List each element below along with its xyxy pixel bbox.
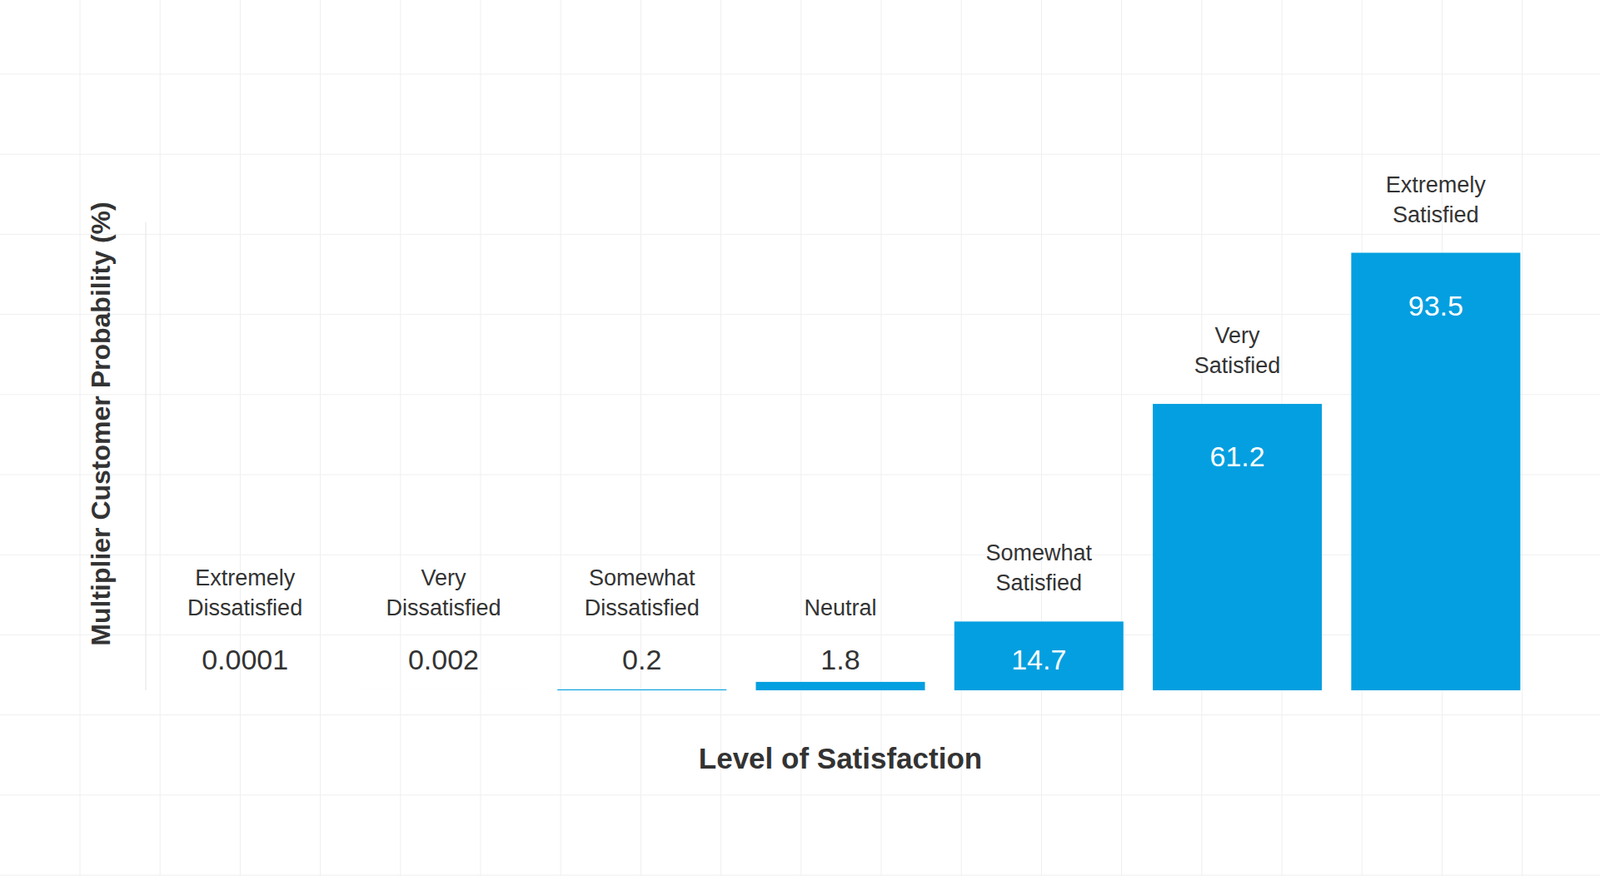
data-label: 1.8: [820, 643, 860, 676]
background-line: [480, 0, 482, 876]
background-line: [0, 875, 1600, 876]
bar: [358, 689, 529, 691]
category-label: Very Dissatisfied: [385, 565, 501, 621]
background-line: [79, 0, 81, 876]
data-label: 61.2: [1209, 440, 1265, 473]
category-label: Very Satisfied: [1194, 323, 1281, 379]
category-label-line: Somewhat: [588, 565, 696, 591]
category-label-line: Very: [420, 565, 467, 591]
category-label: Somewhat Dissatisfied: [584, 565, 700, 621]
bar: [1152, 403, 1322, 691]
background-line: [640, 0, 642, 876]
category-label-line: Satisfied: [1392, 202, 1480, 228]
chart: 0.0001 Extremely Dissatisfied 0.002 Very Diss…: [0, 0, 1600, 876]
labels: 0.0001 Extremely Dissatisfied 0.002 Very Diss…: [187, 172, 1486, 676]
bar: [557, 689, 727, 691]
background-line: [0, 794, 1600, 796]
bar: [755, 682, 925, 691]
category-label-line: Dissatisfied: [385, 595, 501, 621]
y-axis-line: [145, 222, 147, 691]
background-line: [1121, 0, 1122, 876]
bar: [160, 689, 330, 691]
background-line: [239, 0, 241, 876]
category-label-line: Neutral: [803, 595, 877, 621]
data-label: 0.0001: [201, 643, 289, 676]
bars: [160, 253, 1521, 691]
category-label: Extremely Dissatisfied: [187, 565, 303, 621]
category-label-line: Satisfied: [1194, 353, 1281, 379]
background-line: [0, 714, 1600, 716]
bar: [1350, 253, 1521, 691]
background-line: [399, 0, 401, 876]
category-label-line: Dissatisfied: [584, 595, 700, 621]
category-label-line: Extremely: [1385, 172, 1487, 198]
category-label-line: Extremely: [194, 565, 296, 591]
background-line: [560, 0, 562, 876]
data-label: 0.002: [408, 643, 479, 676]
category-label-line: Dissatisfied: [187, 595, 303, 621]
background-line: [1041, 0, 1042, 876]
background-line: [319, 0, 321, 876]
category-label: Somewhat Satisfied: [985, 540, 1092, 596]
y-axis-label: Multiplier Customer Probability (%): [85, 201, 116, 646]
background-line: [0, 234, 1600, 235]
category-label-line: Somewhat: [985, 540, 1092, 566]
background-line: [0, 74, 1600, 75]
data-label: 0.2: [622, 643, 662, 676]
background-line: [0, 154, 1600, 155]
category-label: Neutral: [803, 595, 877, 621]
category-label-line: Very: [1215, 323, 1262, 349]
background-line: [159, 0, 161, 876]
data-label: 14.7: [1011, 643, 1067, 676]
category-label: Extremely Satisfied: [1385, 172, 1487, 228]
background-line: [1521, 0, 1523, 876]
background-grid: [0, 0, 1600, 876]
x-axis-label: Level of Satisfaction: [698, 742, 982, 775]
category-label-line: Satisfied: [996, 570, 1083, 596]
bar: [954, 621, 1124, 691]
data-label: 93.5: [1408, 289, 1464, 322]
